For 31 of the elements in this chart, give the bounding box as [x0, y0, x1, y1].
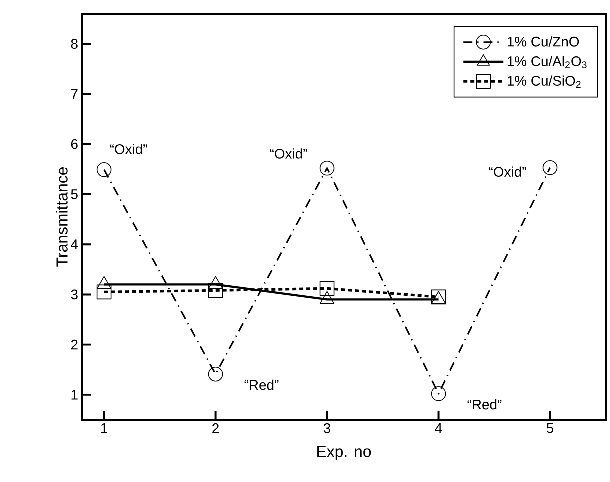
y-tick-label: 2	[71, 340, 78, 350]
y-tick-label: 3	[71, 290, 78, 300]
point	[208, 283, 224, 298]
legend-label: 1% Cu/SiO$_{2}$	[508, 76, 581, 88]
legend-label: 1% Cu/ZnO	[508, 36, 580, 47]
y-tick-label: 7	[71, 89, 78, 99]
annotation: “Oxid”	[110, 144, 148, 154]
y-tick-label: 4	[71, 240, 78, 250]
point	[542, 160, 558, 176]
point	[320, 160, 335, 176]
point	[96, 162, 112, 178]
x-axis-title: Exp. no	[318, 446, 372, 461]
x-tick-label: 1	[101, 424, 108, 434]
point	[431, 386, 446, 402]
legend-label: 1% Cu/Al$_{2}$O$_{3}$	[508, 56, 587, 69]
y-axis-title: Transmittance	[56, 168, 68, 267]
x-tick-label: 2	[212, 424, 219, 434]
annotation: “Red”	[468, 399, 502, 410]
y-tick-label: 5	[71, 190, 78, 200]
y-tick-label: 1	[72, 390, 78, 400]
x-tick-label: 4	[435, 424, 442, 434]
annotation: “Oxid”	[489, 166, 526, 178]
annotation: “Oxid”	[270, 148, 308, 159]
x-tick-label: 3	[324, 424, 331, 434]
y-tick-label: 6	[71, 139, 78, 150]
y-tick-label: 8	[71, 39, 78, 50]
point	[320, 281, 335, 296]
point	[208, 366, 224, 382]
x-tick-label: 5	[546, 424, 554, 434]
annotation: “Red”	[244, 380, 279, 390]
point	[96, 284, 112, 300]
